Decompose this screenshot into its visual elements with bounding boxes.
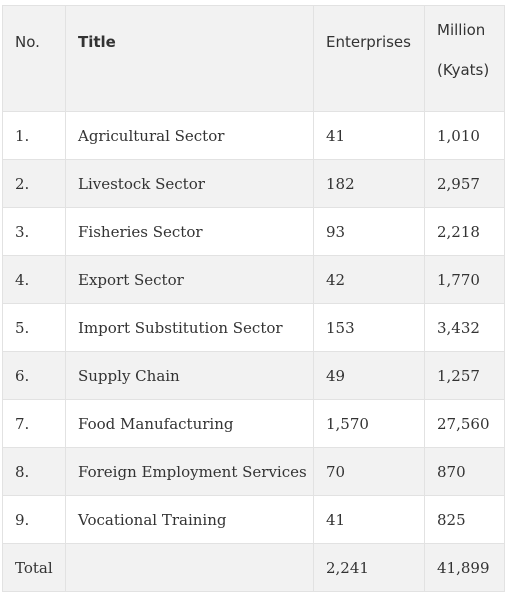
header-million-line2: (Kyats) xyxy=(437,61,490,79)
table-row: 9. Vocational Training 41 825 xyxy=(2,495,505,544)
cell-title: Food Manufacturing xyxy=(65,399,314,448)
table-total-row: Total 2,241 41,899 xyxy=(2,543,505,592)
cell-title: Export Sector xyxy=(65,255,314,304)
cell-million: 3,432 xyxy=(424,303,505,352)
table-row: 1. Agricultural Sector 41 1,010 xyxy=(2,111,505,160)
cell-million: 825 xyxy=(424,495,505,544)
cell-no: 4. xyxy=(2,255,66,304)
table-row: 8. Foreign Employment Services 70 870 xyxy=(2,447,505,496)
cell-no: 1. xyxy=(2,111,66,160)
cell-enterprises: 70 xyxy=(313,447,425,496)
total-million: 41,899 xyxy=(424,543,505,592)
cell-million: 1,257 xyxy=(424,351,505,400)
header-no: No. xyxy=(2,5,66,112)
table-row: 6. Supply Chain 49 1,257 xyxy=(2,351,505,400)
cell-title: Agricultural Sector xyxy=(65,111,314,160)
cell-enterprises: 41 xyxy=(313,111,425,160)
cell-million: 2,218 xyxy=(424,207,505,256)
cell-million: 1,010 xyxy=(424,111,505,160)
table-row: 5. Import Substitution Sector 153 3,432 xyxy=(2,303,505,352)
table-row: 7. Food Manufacturing 1,570 27,560 xyxy=(2,399,505,448)
cell-enterprises: 93 xyxy=(313,207,425,256)
cell-title: Vocational Training xyxy=(65,495,314,544)
cell-title: Livestock Sector xyxy=(65,159,314,208)
table-header-row: No. Title Enterprises Million (Kyats) xyxy=(2,5,505,112)
header-enterprises: Enterprises xyxy=(313,5,425,112)
cell-no: 9. xyxy=(2,495,66,544)
cell-million: 27,560 xyxy=(424,399,505,448)
header-million: Million (Kyats) xyxy=(424,5,505,112)
total-title xyxy=(65,543,314,592)
cell-no: 3. xyxy=(2,207,66,256)
cell-enterprises: 1,570 xyxy=(313,399,425,448)
cell-title: Supply Chain xyxy=(65,351,314,400)
cell-enterprises: 49 xyxy=(313,351,425,400)
cell-no: 6. xyxy=(2,351,66,400)
total-enterprises: 2,241 xyxy=(313,543,425,592)
cell-enterprises: 41 xyxy=(313,495,425,544)
cell-title: Fisheries Sector xyxy=(65,207,314,256)
cell-enterprises: 42 xyxy=(313,255,425,304)
total-label: Total xyxy=(2,543,66,592)
table-row: 2. Livestock Sector 182 2,957 xyxy=(2,159,505,208)
cell-title: Foreign Employment Services xyxy=(65,447,314,496)
cell-no: 7. xyxy=(2,399,66,448)
cell-no: 8. xyxy=(2,447,66,496)
cell-enterprises: 153 xyxy=(313,303,425,352)
cell-million: 870 xyxy=(424,447,505,496)
cell-no: 5. xyxy=(2,303,66,352)
cell-enterprises: 182 xyxy=(313,159,425,208)
enterprise-loan-table: No. Title Enterprises Million (Kyats) 1.… xyxy=(2,5,505,592)
table-row: 4. Export Sector 42 1,770 xyxy=(2,255,505,304)
cell-million: 1,770 xyxy=(424,255,505,304)
header-million-line1: Million xyxy=(437,21,486,39)
cell-no: 2. xyxy=(2,159,66,208)
cell-title: Import Substitution Sector xyxy=(65,303,314,352)
cell-million: 2,957 xyxy=(424,159,505,208)
table-row: 3. Fisheries Sector 93 2,218 xyxy=(2,207,505,256)
header-title: Title xyxy=(65,5,314,112)
